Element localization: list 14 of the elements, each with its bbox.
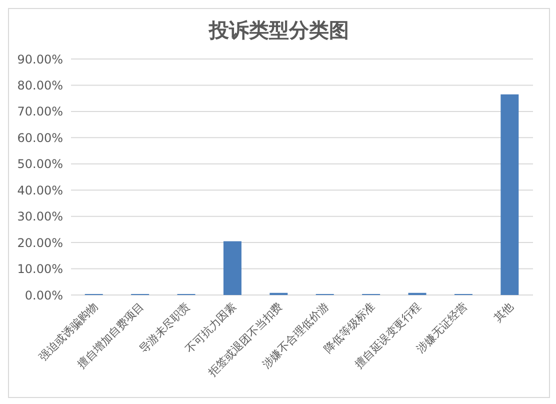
y-tick-label: 20.00% <box>17 236 63 250</box>
y-tick-label: 70.00% <box>17 104 63 119</box>
y-tick-label: 90.00% <box>17 52 63 66</box>
bar <box>223 241 242 295</box>
y-tick-label: 30.00% <box>17 210 63 224</box>
y-tick-label: 80.00% <box>17 78 63 92</box>
chart-title: 投诉类型分类图 <box>208 17 350 44</box>
y-tick-label: 10.00% <box>17 262 63 276</box>
x-tick-label: 其他 <box>491 300 516 325</box>
bar <box>500 94 519 295</box>
y-tick-label: 0.00% <box>24 288 63 302</box>
y-tick-label: 60.00% <box>17 130 63 145</box>
y-tick-label: 40.00% <box>17 183 63 198</box>
y-tick-label: 50.00% <box>17 157 63 172</box>
